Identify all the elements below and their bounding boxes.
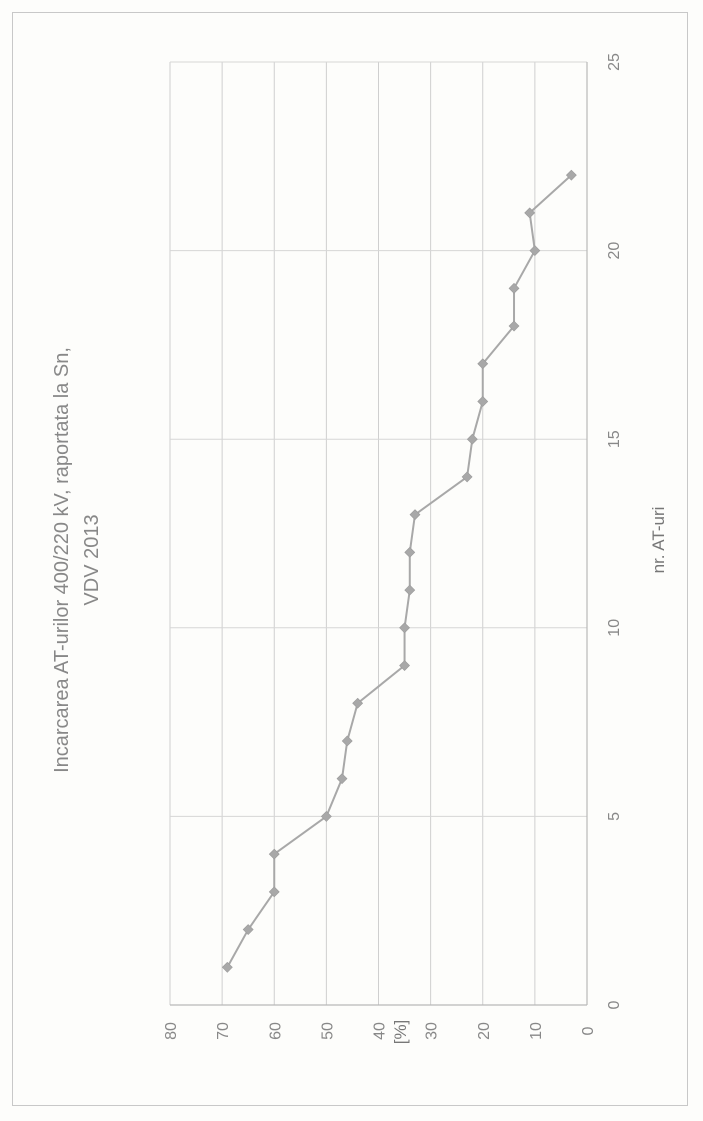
x-tick-label: 0 <box>606 1000 623 1009</box>
data-point <box>409 509 421 521</box>
data-point <box>524 207 536 219</box>
data-point <box>242 924 254 935</box>
x-tick-label: 5 <box>606 812 623 821</box>
data-point <box>268 886 280 898</box>
data-point <box>477 358 489 370</box>
data-point <box>508 320 520 332</box>
data-point <box>399 660 410 671</box>
y-tick-label: 20 <box>476 1022 493 1040</box>
labels: Incarcarea AT-urilor 400/220 kV, raporta… <box>51 53 668 1044</box>
data-point <box>477 396 489 407</box>
marker-layer <box>221 169 577 973</box>
x-axis-label: nr. AT-uri <box>649 507 668 574</box>
chart-frame <box>12 12 688 1106</box>
chart-subtitle: VDV 2013 <box>81 514 103 605</box>
data-point <box>565 169 577 181</box>
y-tick-label: 30 <box>424 1022 441 1040</box>
data-point <box>399 622 410 634</box>
data-point <box>461 471 473 483</box>
y-tick-label: 80 <box>163 1022 180 1040</box>
x-tick-label: 15 <box>606 430 623 448</box>
y-tick-label: 0 <box>580 1026 597 1035</box>
data-point <box>508 282 520 294</box>
data-point <box>336 773 348 785</box>
axes <box>170 62 588 1006</box>
y-tick-label: 40 <box>372 1022 389 1040</box>
data-point <box>320 810 332 822</box>
series-layer <box>226 174 573 968</box>
x-tick-label: 25 <box>606 53 623 71</box>
y-axis-label: [%] <box>391 1020 410 1045</box>
y-tick-label: 60 <box>267 1022 284 1040</box>
x-tick-label: 20 <box>606 242 623 260</box>
data-point <box>221 961 233 973</box>
gridlines <box>169 61 588 1006</box>
data-point <box>341 735 353 747</box>
x-tick-label: 10 <box>606 619 623 637</box>
chart-title: Incarcarea AT-urilor 400/220 kV, raporta… <box>51 347 73 773</box>
y-tick-label: 10 <box>528 1022 545 1040</box>
data-point <box>466 433 478 445</box>
series-line <box>226 174 573 968</box>
data-point <box>404 584 416 596</box>
data-point <box>404 546 416 558</box>
data-point <box>268 848 280 860</box>
y-tick-label: 50 <box>319 1022 336 1040</box>
data-point <box>352 697 364 709</box>
y-tick-label: 70 <box>215 1022 232 1040</box>
data-point <box>529 245 541 257</box>
